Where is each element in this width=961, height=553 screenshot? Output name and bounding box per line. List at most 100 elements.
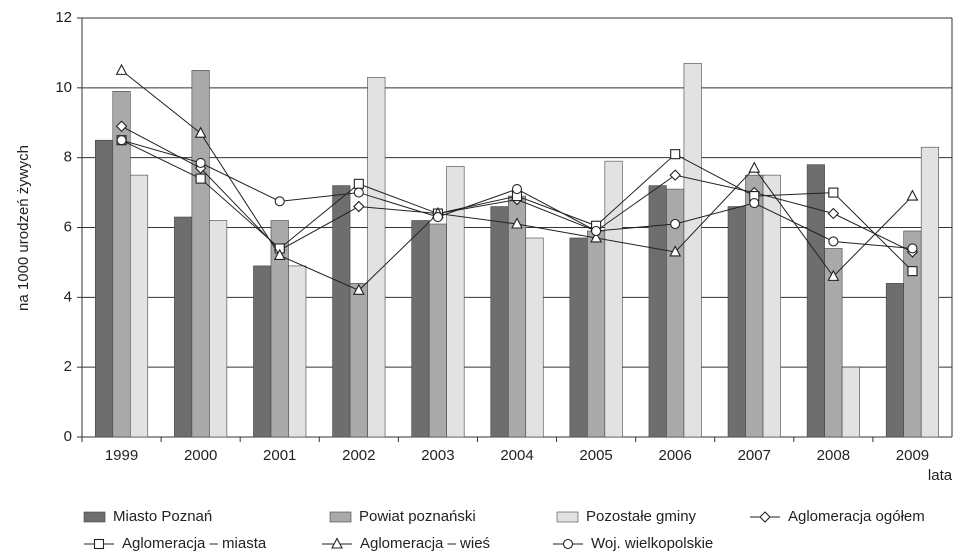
x-tick-label: 2002 (342, 447, 375, 464)
bar (129, 174, 149, 438)
bar (920, 146, 940, 438)
x-tick-label: 1999 (105, 447, 138, 464)
y-tick-label: 0 (64, 428, 72, 445)
legend-label: Aglomeracja ogółem (788, 508, 925, 525)
marker (670, 149, 681, 160)
bar (762, 174, 781, 438)
bar (411, 220, 430, 438)
bar (885, 283, 905, 438)
bar (683, 63, 702, 438)
legend-item: Powiat poznański (329, 508, 476, 525)
bar (507, 195, 527, 438)
marker (115, 120, 128, 133)
marker (562, 538, 574, 550)
marker (827, 207, 840, 220)
marker (907, 266, 918, 277)
bar (806, 164, 825, 438)
marker (432, 211, 443, 223)
marker (669, 245, 682, 257)
legend-swatch (83, 511, 106, 523)
marker (93, 538, 105, 550)
x-axis-label: lata (928, 467, 953, 484)
bar (745, 174, 764, 438)
bar (727, 206, 746, 438)
marker (273, 248, 286, 260)
y-tick-label: 4 (64, 288, 72, 305)
bar (569, 237, 588, 438)
legend-swatch (329, 511, 352, 523)
bar (332, 185, 351, 438)
bar (349, 283, 368, 438)
bar (841, 366, 860, 438)
marker (759, 511, 771, 523)
marker (828, 236, 839, 247)
legend-item: Woj. wielkopolskie (553, 535, 713, 552)
bar (648, 185, 667, 438)
marker (749, 198, 760, 209)
marker (115, 63, 128, 75)
legend-label: Aglomeracja – miasta (122, 535, 267, 552)
bar (191, 70, 210, 438)
marker (195, 173, 206, 184)
marker (828, 187, 839, 198)
y-tick-label: 12 (55, 9, 72, 26)
legend-item: Aglomeracja – miasta (84, 535, 267, 552)
x-tick-label: 2008 (817, 447, 850, 464)
y-tick-label: 6 (64, 218, 72, 235)
bar (446, 166, 465, 438)
marker (591, 225, 602, 237)
legend-swatch (556, 511, 579, 523)
y-tick-label: 8 (64, 149, 72, 166)
bar (604, 160, 623, 438)
marker (670, 218, 681, 230)
marker (669, 169, 681, 181)
bar (288, 265, 307, 438)
legend-item: Miasto Poznań (83, 508, 212, 525)
legend-item: Aglomeracja ogółem (750, 508, 925, 525)
marker (195, 157, 206, 168)
marker (274, 196, 285, 207)
bar (903, 230, 922, 438)
y-tick-label: 10 (55, 79, 72, 96)
marker (352, 283, 365, 295)
bar (253, 265, 272, 438)
x-tick-label: 2009 (896, 447, 929, 464)
x-tick-label: 2006 (658, 447, 691, 464)
x-tick-label: 2000 (184, 447, 217, 464)
x-tick-label: 2005 (579, 447, 612, 464)
marker (353, 187, 364, 198)
x-tick-label: 2003 (421, 447, 454, 464)
bar (587, 230, 606, 438)
bar (209, 220, 228, 438)
legend-label: Powiat poznański (359, 508, 476, 525)
x-tick-label: 2004 (500, 447, 533, 464)
marker (907, 243, 918, 254)
marker (827, 269, 840, 281)
bar (174, 216, 193, 438)
marker (906, 189, 919, 201)
bar (428, 223, 447, 438)
legend-item: Pozostałe gminy (556, 508, 697, 525)
marker (331, 537, 343, 549)
bar (367, 77, 386, 438)
legend-label: Aglomeracja – wieś (360, 535, 490, 552)
legend-item: Aglomeracja – wieś (322, 535, 490, 552)
legend-label: Pozostałe gminy (586, 508, 697, 525)
marker (511, 217, 523, 229)
marker (353, 200, 365, 213)
bar (94, 139, 114, 438)
marker (590, 231, 603, 243)
y-axis-label: na 1000 urodzeń żywych (15, 145, 32, 311)
x-tick-label: 2001 (263, 447, 296, 464)
bar (525, 237, 544, 438)
marker (194, 126, 207, 138)
x-tick-label: 2007 (738, 447, 771, 464)
marker (511, 184, 523, 195)
legend-label: Woj. wielkopolskie (591, 535, 713, 552)
marker (116, 135, 127, 146)
bar (824, 248, 843, 438)
marker (353, 178, 364, 189)
y-tick-label: 2 (64, 358, 72, 375)
marker (748, 161, 761, 173)
